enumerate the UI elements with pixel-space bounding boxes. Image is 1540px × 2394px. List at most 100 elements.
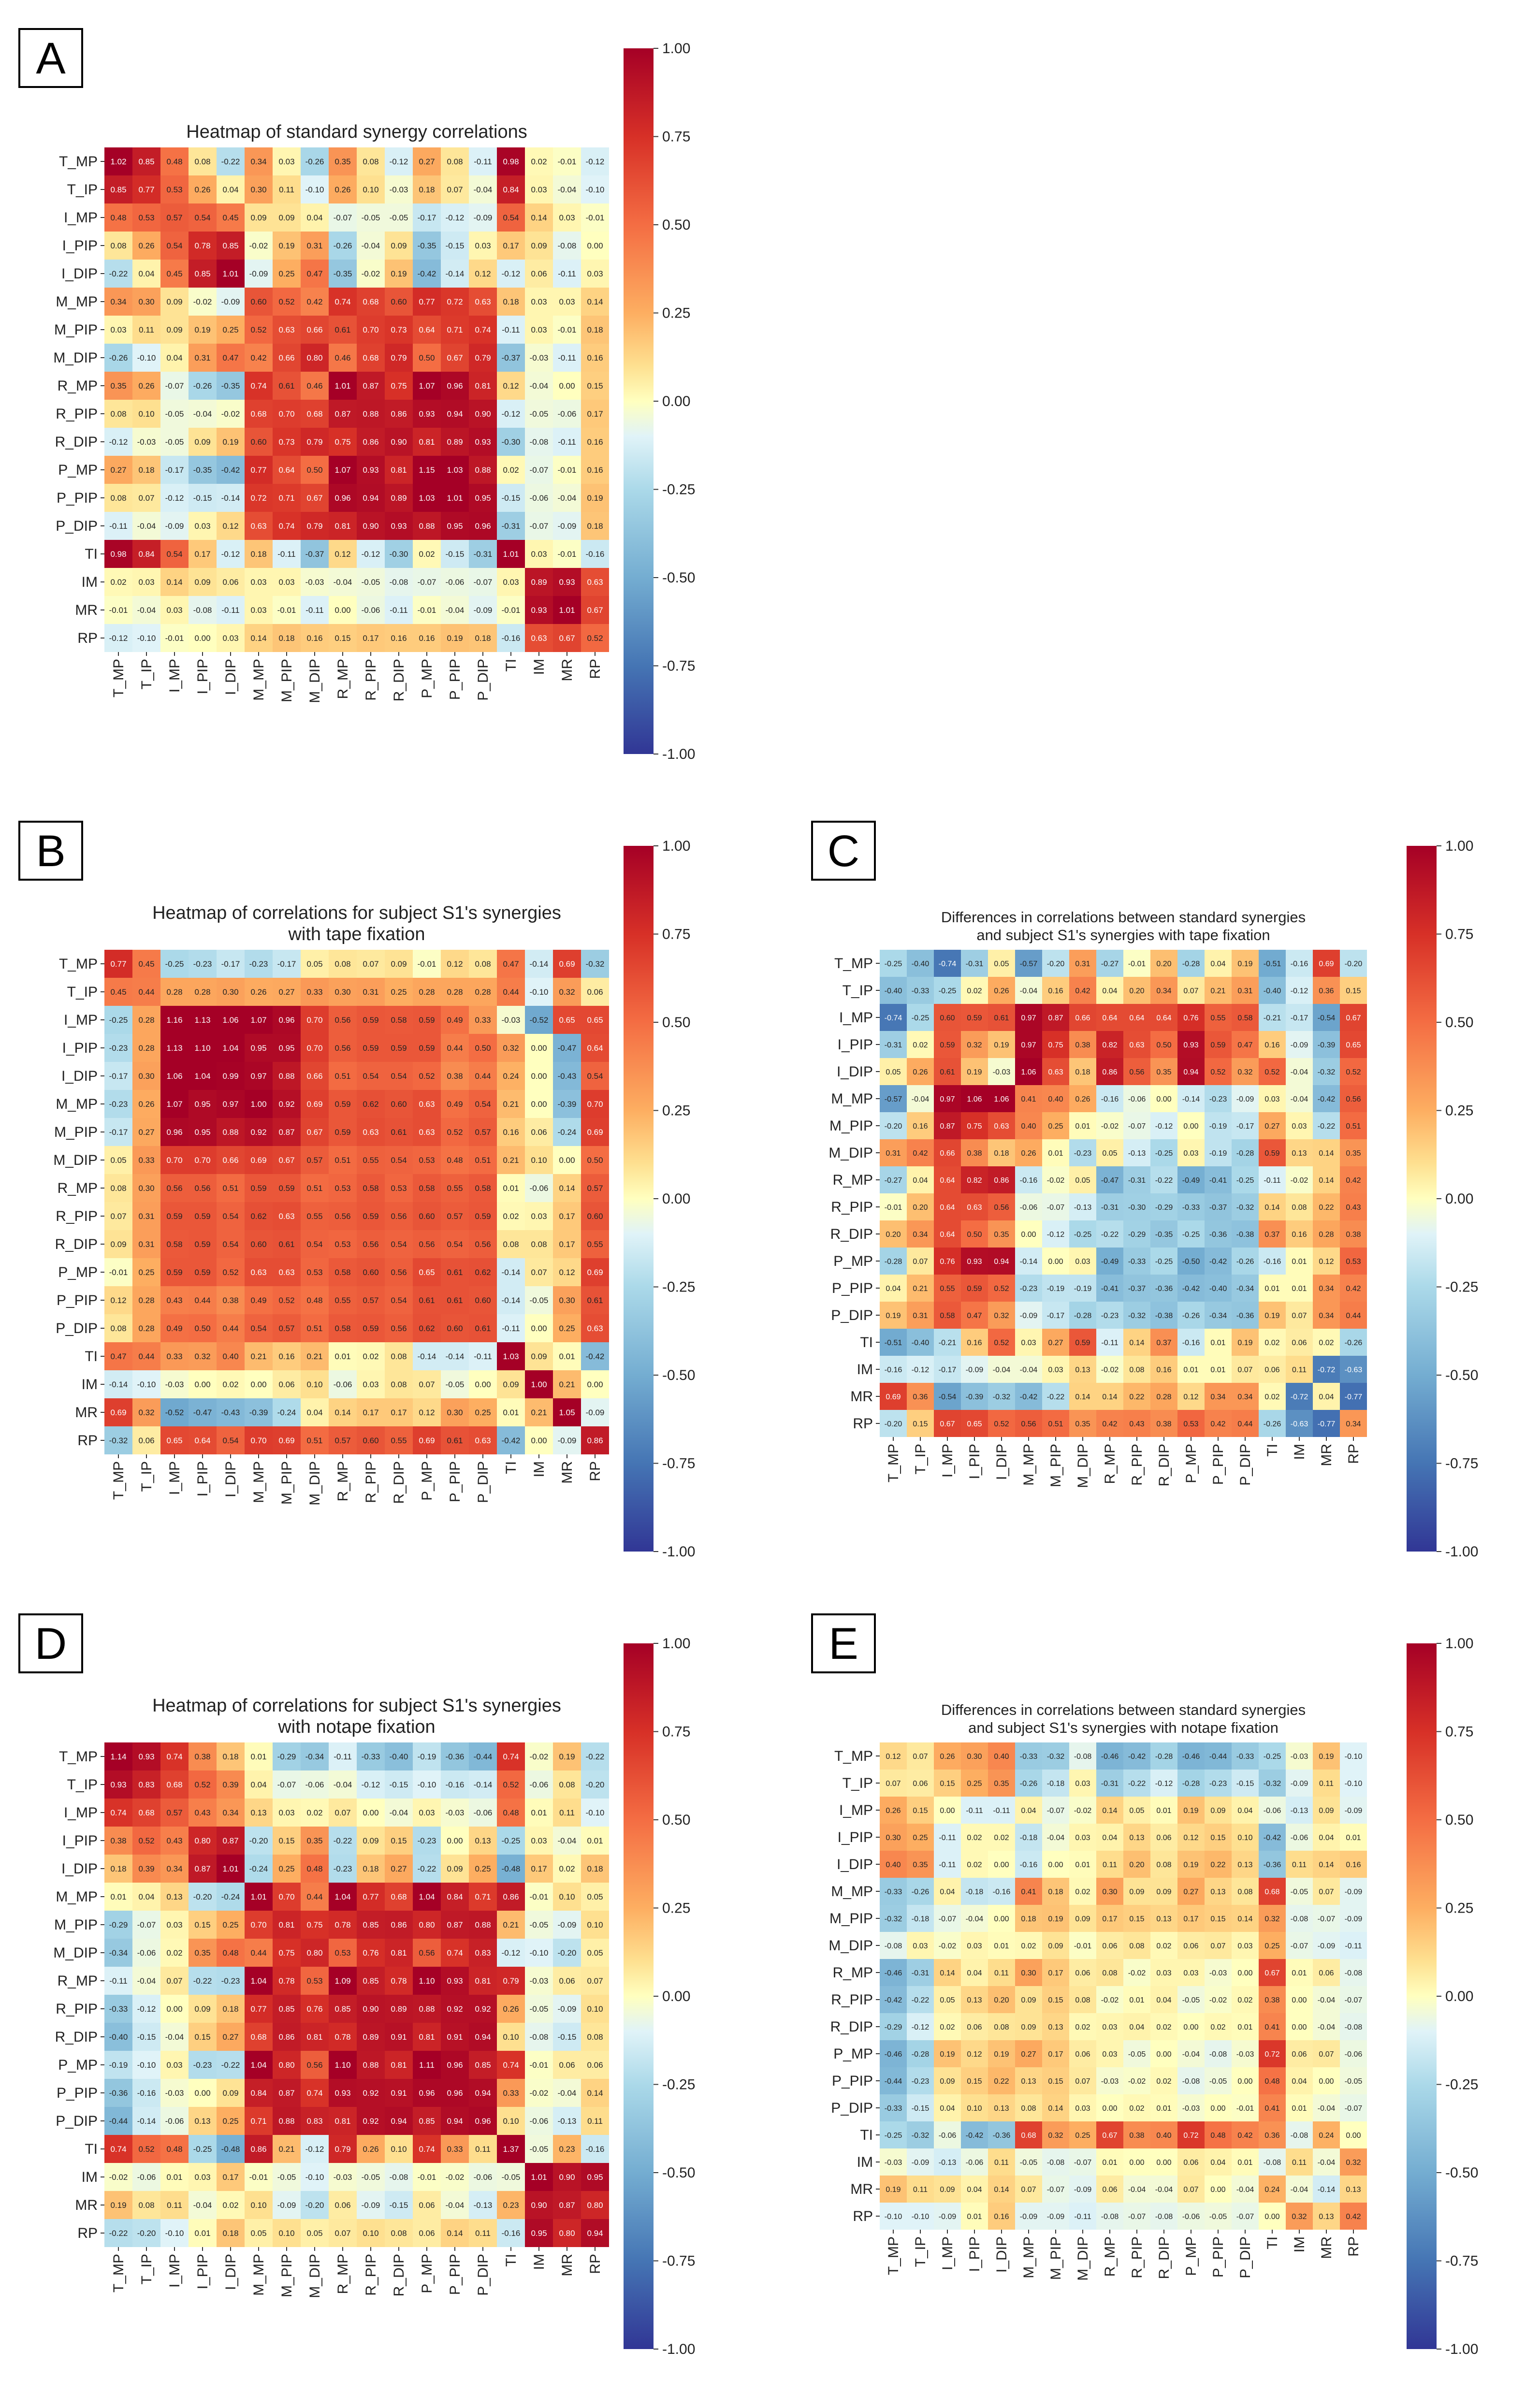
cell-label: 0.25 (222, 2117, 238, 2126)
heatmap-cell (1150, 977, 1177, 1004)
cell-label: -0.22 (109, 269, 128, 278)
cell-label: -0.12 (109, 437, 128, 447)
heatmap-cell (245, 1118, 273, 1146)
heatmap-cell (245, 147, 273, 175)
cell-label: 0.56 (391, 1268, 407, 1277)
cell-label: 0.58 (475, 1184, 491, 1193)
heatmap-cell (441, 596, 469, 624)
cell-label: 0.52 (1264, 1068, 1279, 1076)
cell-label: 0.12 (419, 1408, 435, 1417)
heatmap-cell (525, 400, 553, 428)
cell-label: 0.81 (419, 437, 435, 447)
cell-label: 0.06 (1075, 1969, 1090, 1977)
cell-label: -0.18 (1047, 1780, 1065, 1788)
heatmap-cell (104, 456, 132, 484)
colorbar-tick-label: -1.00 (662, 2341, 695, 2357)
y-tick-label: M_PIP (829, 1911, 873, 1927)
cell-label: 0.61 (940, 1068, 955, 1076)
cell-label: 0.19 (559, 1752, 575, 1761)
panel-label: D (35, 1619, 67, 1669)
cell-label: 0.72 (447, 297, 463, 306)
heatmap-cell (245, 1426, 273, 1454)
colorbar-tick-label: 0.00 (662, 1988, 690, 2004)
cell-label: 0.31 (363, 987, 378, 997)
heatmap-cell (553, 1770, 581, 1799)
cell-label: 0.12 (559, 1268, 575, 1277)
heatmap-cell (988, 1329, 1015, 1356)
cell-label: 0.07 (1319, 2050, 1334, 2059)
cell-label: 0.16 (1292, 1231, 1307, 1239)
heatmap-cell (160, 1370, 189, 1398)
cell-label: -0.01 (502, 606, 521, 615)
cell-label: -0.06 (446, 578, 465, 587)
cell-label: 0.00 (559, 1156, 575, 1165)
heatmap-cell (1069, 977, 1096, 1004)
cell-label: 0.00 (1129, 2159, 1144, 2167)
y-tick-label: R_DIP (55, 434, 98, 450)
cell-label: 0.33 (138, 1156, 154, 1165)
heatmap-cell (1313, 1220, 1340, 1248)
cell-label: -0.15 (446, 241, 465, 250)
x-tick-label: T_MP (111, 2254, 127, 2292)
cell-label: 0.96 (447, 2089, 463, 2098)
heatmap-cell (104, 978, 132, 1006)
heatmap-cell (880, 1383, 907, 1410)
cell-label: 0.51 (475, 1156, 491, 1165)
colorbar-tick-label: 1.00 (662, 41, 690, 57)
cell-label: 0.77 (138, 185, 154, 194)
cell-label: -0.02 (193, 297, 212, 306)
heatmap-cell (934, 1139, 961, 1166)
heatmap-cell (273, 512, 301, 540)
cell-label: -0.26 (334, 241, 352, 250)
cell-label: 0.03 (194, 522, 210, 531)
heatmap-cell (469, 978, 497, 1006)
heatmap-cell (1042, 1139, 1069, 1166)
heatmap-cell (273, 288, 301, 316)
cell-label: 1.37 (503, 2145, 519, 2154)
cell-label: 0.28 (138, 1324, 154, 1333)
heatmap-cell (132, 1426, 160, 1454)
cell-label: -0.05 (362, 578, 380, 587)
heatmap-cell (245, 1090, 273, 1118)
heatmap-cell (301, 1174, 329, 1202)
heatmap-cell (1205, 1383, 1232, 1410)
cell-label: -0.06 (530, 1780, 549, 1789)
heatmap-cell (301, 1146, 329, 1174)
cell-label: -0.13 (1291, 1807, 1308, 1815)
cell-label: 0.03 (1102, 2050, 1117, 2059)
heatmap-cell (132, 568, 160, 596)
heatmap-cell (553, 1118, 581, 1146)
cell-label: -0.02 (530, 1752, 549, 1761)
cell-label: 0.67 (278, 1156, 294, 1165)
heatmap-cell (553, 1398, 581, 1426)
cell-label: 0.15 (1210, 1915, 1225, 1923)
cell-label: 0.67 (1346, 1014, 1361, 1022)
colorbar-tick-label: 0.25 (1445, 1901, 1473, 1916)
heatmap-cell (934, 1329, 961, 1356)
heatmap-cell (132, 1799, 160, 1827)
cell-label: 0.06 (1156, 1834, 1171, 1842)
heatmap-cell (961, 1220, 988, 1248)
colorbar-tick-label: 1.00 (662, 838, 690, 854)
cell-label: -0.22 (1047, 1393, 1065, 1401)
heatmap-cell (880, 950, 907, 977)
heatmap-cell (988, 1112, 1015, 1139)
heatmap-cell (497, 568, 525, 596)
cell-label: 0.34 (250, 157, 266, 166)
cell-label: 0.00 (166, 2004, 182, 2014)
cell-label: 0.22 (1210, 1861, 1225, 1869)
y-tick-label: TI (85, 2141, 98, 2157)
cell-label: 0.04 (967, 1969, 982, 1977)
cell-label: -0.11 (221, 606, 240, 615)
cell-label: 0.03 (222, 634, 238, 643)
cell-label: 0.57 (278, 1324, 294, 1333)
heatmap-cell (385, 512, 413, 540)
cell-label: 0.11 (1292, 1366, 1307, 1374)
cell-label: -0.14 (109, 1380, 128, 1389)
cell-label: -0.42 (1182, 1285, 1200, 1293)
cell-label: -0.52 (165, 1408, 184, 1417)
cell-label: -0.22 (418, 1864, 436, 1873)
cell-label: -0.04 (1318, 1996, 1336, 2004)
heatmap-cell (329, 1034, 357, 1062)
cell-label: 0.76 (363, 1948, 378, 1958)
